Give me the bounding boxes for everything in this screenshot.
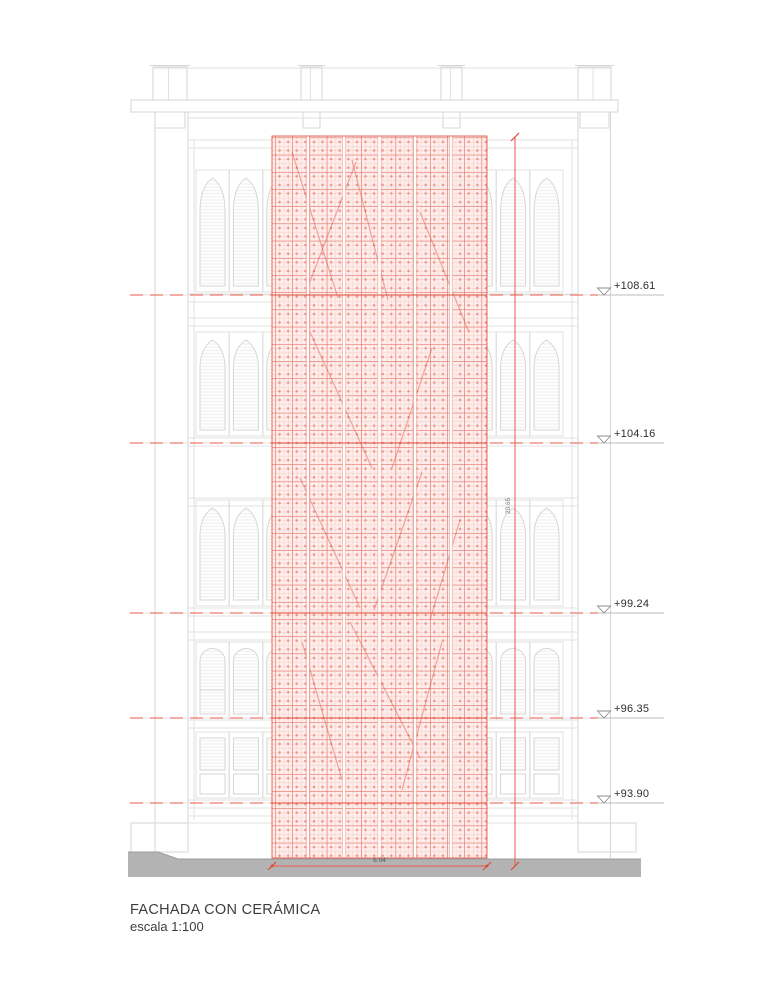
level-lines [130,287,664,804]
level-label-0: +108.61 [614,280,656,292]
title-block: FACHADA CON CERÁMICA escala 1:100 [130,902,321,934]
level-label-4: +93.90 [614,788,650,800]
dimension-lines [267,132,520,871]
vertical-dimension-label: 20.65 [505,497,512,514]
level-label-2: +99.24 [614,598,650,610]
drawing-title: FACHADA CON CERÁMICA [130,902,321,918]
ground-line [128,851,641,877]
ceramic-hatch [271,135,488,859]
drawing-scale: escala 1:100 [130,919,204,934]
level-label-3: +96.35 [614,703,650,715]
horizontal-dimension-label: 6.04 [373,857,386,864]
level-label-1: +104.16 [614,428,656,440]
